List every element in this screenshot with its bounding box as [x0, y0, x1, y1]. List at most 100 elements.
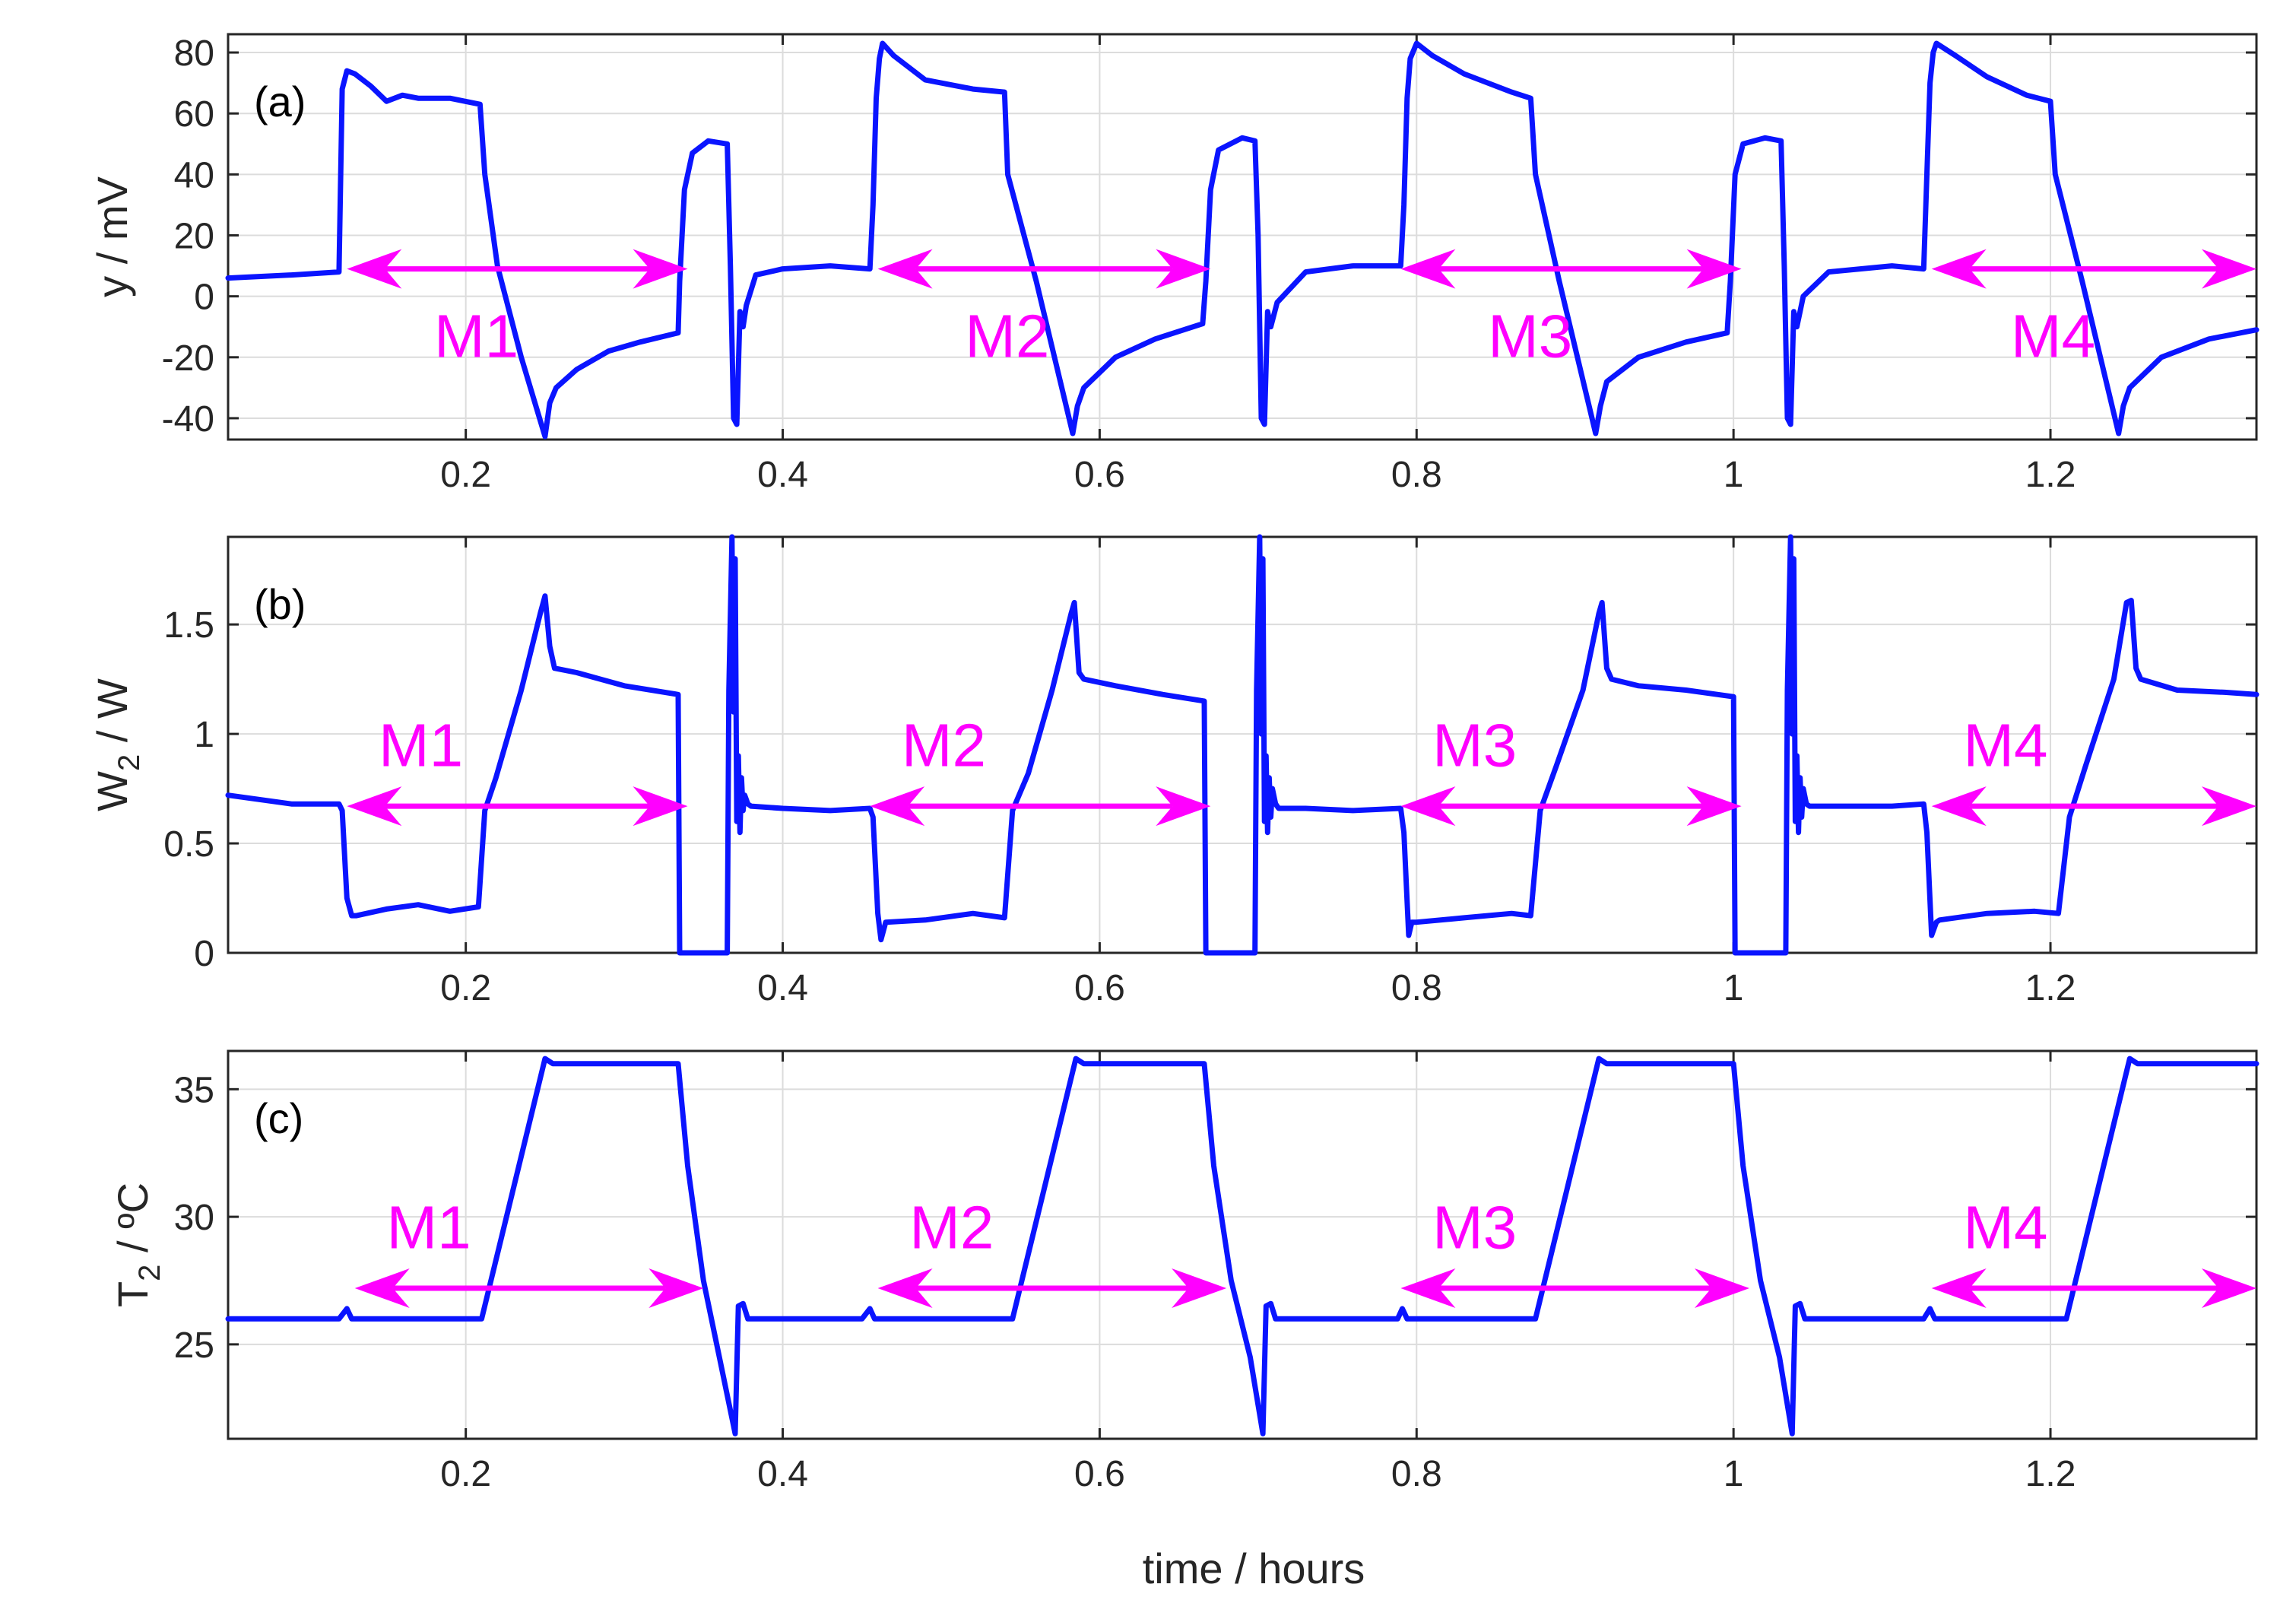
annotation-arrowhead-right — [1156, 786, 1211, 827]
annotation-m3: M3 — [1400, 249, 1742, 370]
annotation-arrowhead-left — [877, 1268, 933, 1309]
annotation-arrowhead-left — [1931, 786, 1987, 827]
y-tick-label: 0 — [194, 278, 214, 318]
y-tick-label: 25 — [174, 1325, 214, 1366]
series-line — [225, 40, 2260, 440]
y-tick-label: 0 — [194, 934, 214, 974]
y-tick-label: 40 — [174, 155, 214, 195]
series-line — [225, 1056, 2260, 1437]
y-tick-label: 60 — [174, 94, 214, 135]
annotation-arrowhead-left — [347, 249, 402, 289]
x-tick-label: 0.6 — [1074, 1454, 1125, 1494]
annotation-arrowhead-right — [1686, 249, 1742, 289]
y-tick-label: 35 — [174, 1070, 214, 1110]
x-axis-title: time / hours — [1143, 1544, 1365, 1592]
annotation-arrowhead-left — [1400, 786, 1456, 827]
y-axis-title: T2 / ºC — [109, 1183, 166, 1307]
annotation-label: M2 — [902, 712, 986, 779]
x-tick-label: 0.8 — [1391, 968, 1442, 1008]
annotation-label: M4 — [1963, 1194, 2047, 1262]
y-axis-title-subscript: 2 — [133, 1265, 166, 1281]
x-tick-label: 0.2 — [440, 455, 491, 495]
annotation-m4: M4 — [1931, 249, 2256, 370]
annotation-arrowhead-left — [1400, 249, 1456, 289]
y-axis-title: W2 / W — [88, 678, 146, 811]
annotation-label: M4 — [2011, 303, 2095, 370]
annotation-arrowhead-right — [633, 786, 688, 827]
annotation-label: M2 — [965, 303, 1049, 370]
annotation-label: M4 — [1963, 712, 2047, 779]
annotation-label: M3 — [1432, 712, 1517, 779]
annotation-label: M3 — [1432, 1194, 1517, 1262]
x-tick-label: 0.4 — [757, 1454, 808, 1494]
y-axis-title-subscript: 2 — [113, 754, 146, 771]
annotation-m2: M2 — [877, 1194, 1227, 1309]
y-tick-label: 0.5 — [163, 824, 214, 865]
y-tick-label: 80 — [174, 33, 214, 74]
y-tick-label: 1.5 — [163, 605, 214, 646]
panel-tag: (c) — [254, 1094, 303, 1142]
y-tick-label: -40 — [162, 399, 214, 440]
annotation-arrowhead-left — [877, 249, 933, 289]
x-tick-label: 1 — [1724, 1454, 1744, 1494]
x-tick-label: 0.4 — [757, 968, 808, 1008]
annotation-m1: M1 — [347, 712, 688, 827]
annotation-arrowhead-right — [1695, 1268, 1749, 1309]
axes-box — [227, 33, 2258, 441]
annotation-label: M1 — [386, 1194, 471, 1262]
panel-2: 0.2 0.4 0.6 0.8 1 1.2 0 0.5 1 1.5 W2 / W (b) M1 M2 M3 M… — [88, 534, 2260, 1008]
x-tick-label: 1.2 — [2025, 1454, 2076, 1494]
x-tick-label: 0.4 — [757, 455, 808, 495]
annotation-arrowhead-left — [1400, 1268, 1456, 1309]
x-tick-label: 0.2 — [440, 1454, 491, 1494]
series-line — [225, 534, 2260, 956]
x-tick-label: 1 — [1724, 455, 1744, 495]
annotation-arrowhead-right — [633, 249, 688, 289]
annotation-arrowhead-left — [354, 1268, 410, 1309]
annotation-m4: M4 — [1931, 1194, 2256, 1309]
annotation-m2: M2 — [877, 249, 1211, 370]
annotation-m1: M1 — [347, 249, 688, 370]
annotation-arrowhead-right — [1686, 786, 1742, 827]
annotation-arrowhead-left — [1931, 1268, 1987, 1309]
x-tick-label: 0.8 — [1391, 1454, 1442, 1494]
x-tick-label: 0.2 — [440, 968, 491, 1008]
y-tick-label: -20 — [162, 338, 214, 379]
annotation-label: M1 — [434, 303, 519, 370]
x-tick-label: 0.6 — [1074, 455, 1125, 495]
y-tick-label: 1 — [194, 715, 214, 755]
y-tick-label: 20 — [174, 216, 214, 256]
annotation-arrowhead-right — [2202, 1268, 2256, 1309]
axes-box — [227, 1049, 2258, 1440]
y-tick-label: 30 — [174, 1198, 214, 1238]
panel-1: 0.2 0.4 0.6 0.8 1 1.2 -40 -20 0 20 40 60 80 y / mV (a)… — [88, 33, 2260, 495]
annotation-label: M1 — [379, 712, 463, 779]
annotation-m3: M3 — [1400, 1194, 1749, 1309]
y-axis-title-main: T — [109, 1281, 157, 1307]
panel-3: 0.2 0.4 0.6 0.8 1 1.2 25 30 35 T2 / ºC (c) M1 M2 M3 M4 — [109, 1049, 2260, 1494]
annotation-arrowhead-left — [347, 786, 402, 827]
y-axis-title-unit: / ºC — [109, 1183, 157, 1265]
annotation-arrowhead-right — [1172, 1268, 1227, 1309]
x-tick-label: 0.8 — [1391, 455, 1442, 495]
annotation-m2: M2 — [870, 712, 1211, 827]
annotation-label: M2 — [909, 1194, 994, 1262]
annotation-arrowhead-right — [1156, 249, 1211, 289]
annotation-arrowhead-left — [870, 786, 925, 827]
x-tick-label: 0.6 — [1074, 968, 1125, 1008]
annotation-arrowhead-right — [2202, 786, 2256, 827]
axes-box — [227, 535, 2258, 954]
x-tick-label: 1.2 — [2025, 455, 2076, 495]
annotation-arrowhead-left — [1931, 249, 1987, 289]
panel-tag: (a) — [254, 78, 306, 125]
annotation-arrowhead-right — [2202, 249, 2256, 289]
annotation-m4: M4 — [1931, 712, 2256, 827]
y-axis-title-main: W — [88, 771, 136, 811]
annotation-m1: M1 — [354, 1194, 704, 1309]
panel-tag: (b) — [254, 580, 306, 628]
annotation-arrowhead-right — [649, 1268, 704, 1309]
y-axis-title-unit: / W — [88, 678, 136, 754]
x-tick-label: 1 — [1724, 968, 1744, 1008]
x-tick-label: 1.2 — [2025, 968, 2076, 1008]
